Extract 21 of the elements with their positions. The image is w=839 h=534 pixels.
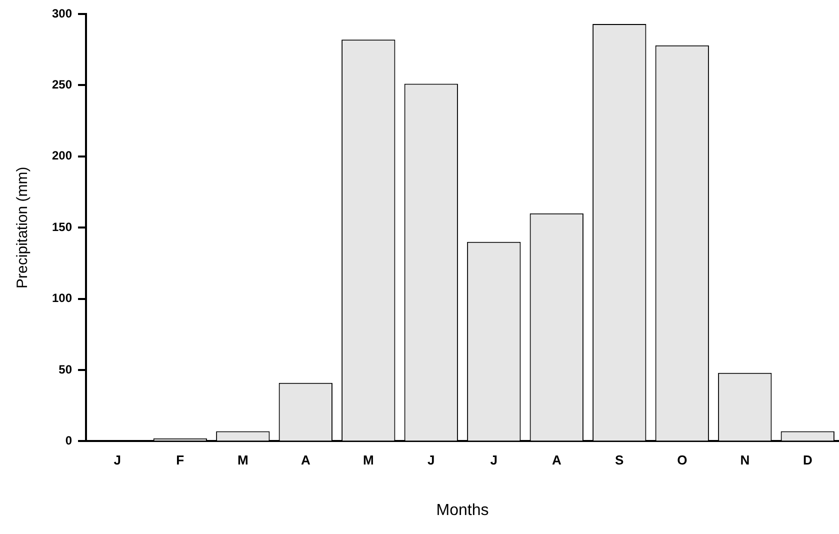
y-tick-label: 200 xyxy=(52,148,72,163)
x-tick-label: J xyxy=(428,452,435,468)
x-axis-title: Months xyxy=(436,502,489,519)
x-tick-label: J xyxy=(490,452,498,468)
x-tick-label: S xyxy=(615,452,624,468)
x-tick-label: O xyxy=(677,452,688,468)
x-tick-label: D xyxy=(802,452,812,468)
x-tick-label: A xyxy=(300,452,311,468)
x-tick-label: J xyxy=(114,452,122,468)
y-tick-label: 0 xyxy=(65,434,72,448)
y-tick-label: 300 xyxy=(52,6,72,20)
y-tick-label: 100 xyxy=(52,291,72,306)
x-tick-label: M xyxy=(237,452,248,468)
y-tick-label: 50 xyxy=(58,362,72,376)
x-tick-label: M xyxy=(362,452,374,468)
y-tick-label: 250 xyxy=(52,78,72,92)
y-axis-title: Precipitation (mm) xyxy=(14,166,32,288)
y-tick-label: 150 xyxy=(52,220,72,234)
x-tick-label: A xyxy=(552,452,562,468)
x-tick-label: N xyxy=(740,452,750,468)
x-tick-label: F xyxy=(176,452,184,468)
